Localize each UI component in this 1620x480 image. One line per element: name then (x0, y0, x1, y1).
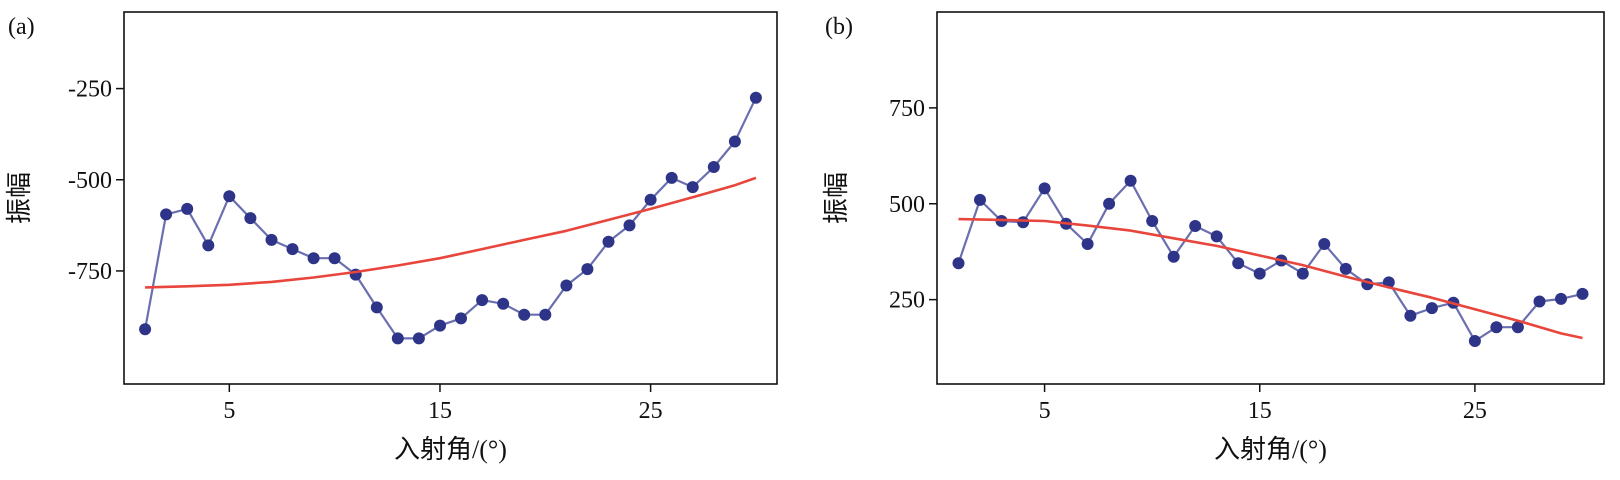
data-point (974, 193, 986, 206)
data-point (1146, 215, 1159, 227)
data-point (1576, 287, 1589, 300)
data-point (265, 233, 278, 246)
data-line (144, 97, 757, 340)
data-point (539, 308, 552, 321)
data-point (518, 308, 531, 321)
data-point (455, 312, 467, 325)
data-point (244, 212, 257, 225)
data-point (307, 252, 320, 265)
data-point (370, 301, 383, 314)
x-axis-title: 入射角/(°) (394, 435, 507, 464)
data-point (476, 294, 489, 307)
data-point (412, 332, 425, 345)
y-tick-label: -250 (68, 77, 112, 103)
data-point (286, 243, 299, 256)
data-line (957, 179, 1583, 343)
data-point (1533, 295, 1546, 308)
panel-b: (b) 5 15 25 750 500 250 入射角/(°) 振幅 (822, 11, 1605, 464)
data-point (581, 263, 594, 276)
data-point (952, 257, 965, 270)
data-point (1339, 262, 1352, 275)
fit-curve (958, 217, 1583, 340)
data-point (1318, 238, 1331, 250)
data-point (1103, 197, 1116, 210)
x-tick-label: 15 (428, 398, 452, 424)
data-point (328, 252, 341, 265)
data-point (434, 319, 446, 332)
data-point (497, 297, 510, 310)
data-point (1167, 250, 1180, 263)
panel-label: (b) (825, 14, 853, 40)
x-tick-label: 25 (639, 398, 663, 424)
data-point (1511, 321, 1524, 334)
data-point (623, 219, 636, 232)
data-point (1490, 321, 1503, 334)
panel-a: (a) 5 15 25 -250 -500 -750 入射角/(°) 振幅 (5, 11, 778, 464)
data-point (202, 239, 215, 252)
panel-label: (a) (8, 14, 35, 40)
data-point (1210, 230, 1223, 243)
plot-frame (123, 11, 778, 385)
data-point (391, 332, 404, 345)
data-point (686, 181, 699, 194)
data-point (1296, 267, 1309, 280)
plot-area (952, 174, 1589, 347)
data-point (665, 171, 678, 184)
plot-frame (936, 11, 1605, 385)
data-point (1555, 292, 1567, 305)
x-tick-label: 5 (223, 398, 235, 424)
data-point (560, 279, 573, 292)
data-point (707, 161, 720, 173)
data-point (602, 235, 615, 248)
y-axis-title: 振幅 (822, 172, 851, 224)
data-point (749, 91, 762, 104)
x-tick-label: 5 (1039, 398, 1051, 424)
data-point (1081, 238, 1094, 250)
plot-area (139, 91, 762, 345)
data-point (1038, 182, 1051, 195)
data-point (1468, 335, 1481, 347)
data-point (728, 135, 741, 148)
x-tick-label: 25 (1463, 398, 1487, 424)
y-tick-label: 750 (889, 96, 925, 122)
data-point (139, 323, 152, 336)
x-axis-title: 入射角/(°) (1214, 435, 1327, 464)
y-tick-label: -500 (68, 168, 112, 194)
data-point (1017, 216, 1030, 229)
data-point (181, 202, 194, 215)
data-point (223, 190, 236, 203)
data-point (160, 208, 173, 221)
data-point (1124, 174, 1137, 187)
data-point (1425, 302, 1438, 315)
y-tick-label: 250 (889, 288, 925, 314)
y-axis-title: 振幅 (5, 172, 34, 224)
y-tick-label: 500 (889, 192, 925, 218)
data-point (1232, 257, 1245, 270)
data-point (1189, 220, 1202, 232)
data-point (1404, 309, 1417, 322)
fit-curve (145, 176, 757, 289)
data-point (1253, 267, 1266, 280)
x-tick-label: 15 (1248, 398, 1272, 424)
data-point (644, 193, 657, 206)
y-tick-label: -750 (68, 259, 112, 285)
